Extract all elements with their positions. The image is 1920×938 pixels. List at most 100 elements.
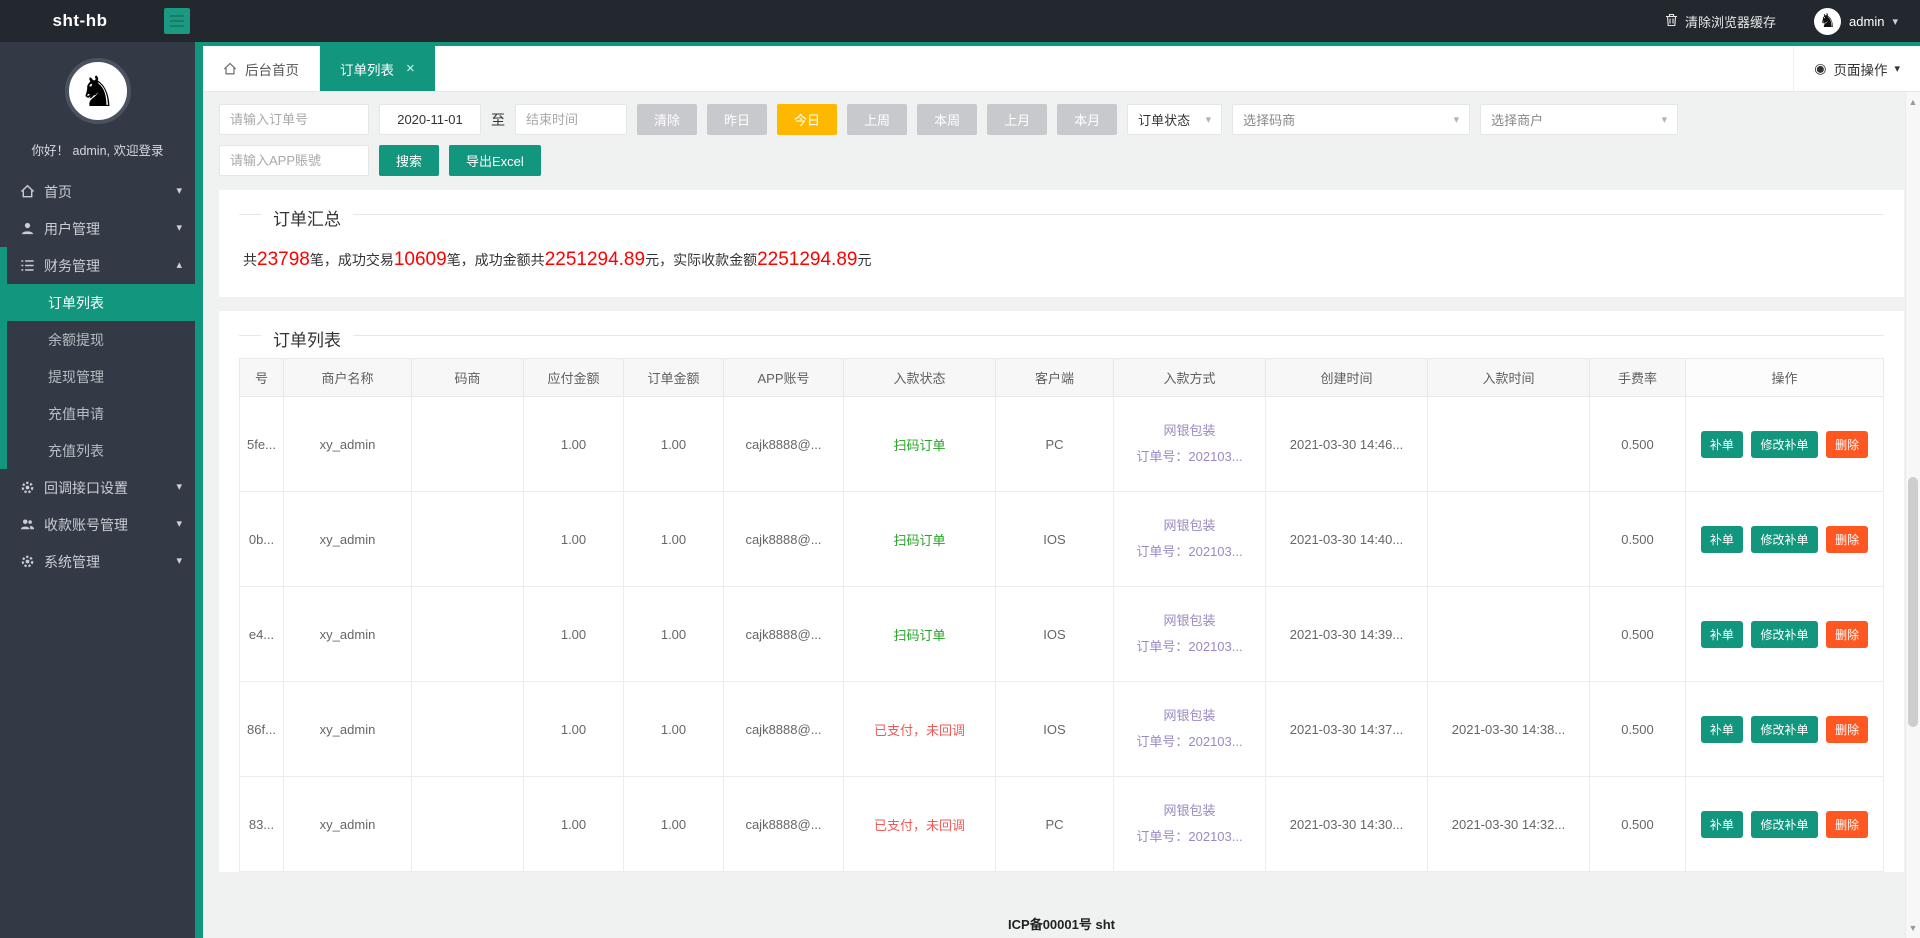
chevron-down-icon: ▾ bbox=[1205, 114, 1212, 126]
modify-supplement-button[interactable]: 修改补单 bbox=[1751, 430, 1818, 458]
vertical-scrollbar[interactable]: ▲ ▼ bbox=[1905, 92, 1920, 938]
summary-line: 共23798笔，成功交易10609笔，成功金额共2251294.89元，实际收款… bbox=[243, 249, 872, 270]
close-icon[interactable]: × bbox=[406, 60, 415, 77]
this-month-button[interactable]: 本月 bbox=[1057, 104, 1118, 135]
main-area: 后台首页 订单列表 × ◉ 页面操作 ▾ 至 清除 昨日 今日 bbox=[195, 42, 1920, 938]
modify-supplement-button[interactable]: 修改补单 bbox=[1751, 810, 1818, 838]
sidebar-item-users[interactable]: 用户管理 ▾ bbox=[0, 210, 195, 247]
sidebar-item-home[interactable]: 首页 ▾ bbox=[0, 173, 195, 210]
user-menu[interactable]: ♞ admin ▾ bbox=[1814, 7, 1898, 35]
mashang-select[interactable]: 选择码商 ▾ bbox=[1232, 104, 1471, 135]
table-header-row: 号商户名称 码商 应付金额 订单金额 APP账号 入款状态 客户端 入款方式 创建时间 … bbox=[239, 358, 1884, 397]
status-badge: 已支付，未回调 bbox=[843, 681, 996, 777]
last-month-button[interactable]: 上月 bbox=[987, 104, 1048, 135]
received-amount: 2251294.89 bbox=[757, 249, 858, 270]
delete-button[interactable]: 删除 bbox=[1826, 620, 1869, 648]
table-row: 83... xy_admin 1.00 1.00 cajk8888@... 已支付，… bbox=[239, 776, 1884, 872]
home-icon bbox=[223, 62, 237, 74]
chevron-down-icon: ▾ bbox=[176, 222, 182, 234]
table-row: 86f... xy_admin 1.00 1.00 cajk8888@... 已支付… bbox=[239, 681, 1884, 777]
table-row: e4... xy_admin 1.00 1.00 cajk8888@... 扫码订单… bbox=[239, 586, 1884, 682]
clear-cache-label: 清除浏览器缓存 bbox=[1685, 14, 1777, 30]
today-button[interactable]: 今日 bbox=[777, 104, 838, 135]
app-brand: sht-hb bbox=[52, 11, 108, 30]
success-amount: 2251294.89 bbox=[544, 249, 646, 270]
gear-icon bbox=[21, 555, 34, 568]
chevron-down-icon: ▾ bbox=[1661, 114, 1668, 126]
delete-button[interactable]: 删除 bbox=[1826, 525, 1869, 553]
order-list-panel: 订单列表 号商户名称 码商 应付金额 订单金额 APP账号 入款状态 客户端 bbox=[219, 311, 1904, 872]
welcome-text: 你好！ admin, 欢迎登录 bbox=[31, 144, 164, 158]
gear-icon bbox=[21, 481, 34, 494]
total-count: 23798 bbox=[257, 249, 310, 270]
radio-dot-icon: ◉ bbox=[1814, 60, 1827, 76]
status-badge: 扫码订单 bbox=[843, 586, 996, 682]
status-badge: 已支付，未回调 bbox=[843, 776, 996, 872]
app-account-input[interactable] bbox=[219, 145, 369, 176]
sidebar-item-payment-accounts[interactable]: 收款账号管理 ▾ bbox=[0, 506, 195, 543]
order-status-select[interactable]: 订单状态 ▾ bbox=[1127, 104, 1223, 135]
sidebar-item-withdraw-manage[interactable]: 提现管理 bbox=[48, 368, 104, 385]
modify-supplement-button[interactable]: 修改补单 bbox=[1751, 620, 1818, 648]
this-week-button[interactable]: 本周 bbox=[917, 104, 978, 135]
sidebar-item-finance[interactable]: 财务管理 ▴ bbox=[0, 247, 195, 284]
page-actions-menu[interactable]: ◉ 页面操作 ▾ bbox=[1793, 46, 1920, 91]
filter-row-2: 搜索 导出Excel bbox=[219, 145, 1904, 176]
search-button[interactable]: 搜索 bbox=[379, 145, 440, 176]
chevron-down-icon: ▾ bbox=[1453, 114, 1460, 126]
clear-button[interactable]: 清除 bbox=[637, 104, 698, 135]
merchant-select[interactable]: 选择商户 ▾ bbox=[1480, 104, 1679, 135]
tab-admin-home[interactable]: 后台首页 bbox=[203, 46, 320, 91]
user-icon bbox=[21, 222, 34, 235]
supplement-order-button[interactable]: 补单 bbox=[1700, 620, 1743, 648]
status-badge: 扫码订单 bbox=[843, 491, 996, 587]
sidebar-group-finance: 财务管理 ▴ 订单列表 余额提现 提现管理 充值申请 充值列表 bbox=[0, 247, 195, 469]
page-content: 至 清除 昨日 今日 上周 本周 上月 本月 订单状态 ▾ 选择码商 ▾ 选择商 bbox=[203, 92, 1920, 908]
finance-submenu: 订单列表 余额提现 提现管理 充值申请 充值列表 bbox=[0, 284, 195, 469]
status-badge: 扫码订单 bbox=[843, 396, 996, 492]
delete-button[interactable]: 删除 bbox=[1826, 715, 1869, 743]
supplement-order-button[interactable]: 补单 bbox=[1700, 430, 1743, 458]
start-date-input[interactable] bbox=[379, 104, 481, 135]
sidebar-item-recharge-apply[interactable]: 充值申请 bbox=[48, 405, 104, 422]
table-row: 0b... xy_admin 1.00 1.00 cajk8888@... 扫码订单… bbox=[239, 491, 1884, 587]
chevron-down-icon: ▾ bbox=[176, 185, 182, 197]
sidebar-item-recharge-list[interactable]: 充值列表 bbox=[48, 442, 104, 459]
scroll-up-icon[interactable]: ▲ bbox=[1908, 97, 1918, 107]
order-table: 号商户名称 码商 应付金额 订单金额 APP账号 入款状态 客户端 入款方式 创建时间 … bbox=[239, 358, 1884, 872]
order-list-title: 订单列表 bbox=[261, 326, 353, 351]
order-no-input[interactable] bbox=[219, 104, 369, 135]
user-avatar: ♞ bbox=[1814, 7, 1842, 35]
last-week-button[interactable]: 上周 bbox=[847, 104, 908, 135]
tab-order-list[interactable]: 订单列表 × bbox=[320, 46, 435, 91]
supplement-order-button[interactable]: 补单 bbox=[1700, 810, 1743, 838]
supplement-order-button[interactable]: 补单 bbox=[1700, 525, 1743, 553]
modify-supplement-button[interactable]: 修改补单 bbox=[1751, 525, 1818, 553]
modify-supplement-button[interactable]: 修改补单 bbox=[1751, 715, 1818, 743]
chevron-down-icon: ▾ bbox=[176, 481, 182, 493]
users-icon bbox=[20, 519, 35, 530]
yesterday-button[interactable]: 昨日 bbox=[707, 104, 768, 135]
home-icon bbox=[20, 184, 35, 198]
export-excel-button[interactable]: 导出Excel bbox=[449, 145, 541, 176]
end-date-input[interactable] bbox=[515, 104, 627, 135]
delete-button[interactable]: 删除 bbox=[1826, 810, 1869, 838]
clear-cache-button[interactable]: 清除浏览器缓存 bbox=[1665, 12, 1776, 31]
sidebar-item-balance-withdraw[interactable]: 余额提现 bbox=[48, 331, 104, 348]
sidebar-toggle-button[interactable] bbox=[164, 8, 190, 34]
sidebar-item-system[interactable]: 系统管理 ▾ bbox=[0, 543, 195, 580]
success-count: 10609 bbox=[393, 249, 447, 270]
chevron-down-icon: ▾ bbox=[1892, 15, 1898, 28]
chevron-down-icon: ▾ bbox=[176, 555, 182, 567]
chevron-up-icon: ▴ bbox=[176, 259, 182, 271]
chevron-down-icon: ▾ bbox=[176, 518, 182, 530]
username: admin bbox=[1849, 13, 1885, 29]
filter-row-1: 至 清除 昨日 今日 上周 本周 上月 本月 订单状态 ▾ 选择码商 ▾ 选择商 bbox=[219, 104, 1904, 135]
sidebar-item-order-list[interactable]: 订单列表 bbox=[0, 284, 195, 321]
scrollbar-thumb[interactable] bbox=[1908, 477, 1918, 727]
delete-button[interactable]: 删除 bbox=[1826, 430, 1869, 458]
sidebar-item-callback-settings[interactable]: 回调接口设置 ▾ bbox=[0, 469, 195, 506]
table-row: 5fe... xy_admin 1.00 1.00 cajk8888@... 扫码订… bbox=[239, 396, 1884, 492]
supplement-order-button[interactable]: 补单 bbox=[1700, 715, 1743, 743]
scroll-down-icon[interactable]: ▼ bbox=[1908, 923, 1918, 933]
